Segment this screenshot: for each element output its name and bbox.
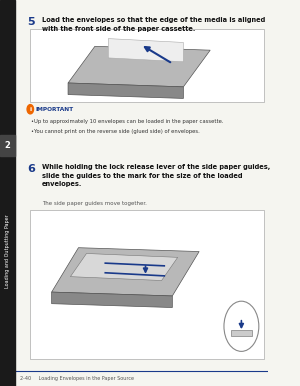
Bar: [0, 0, 15, 386]
Bar: [29, 29, 264, 102]
Bar: [29, 210, 264, 359]
Polygon shape: [108, 39, 183, 62]
Polygon shape: [68, 83, 183, 98]
Polygon shape: [68, 46, 210, 87]
Text: Loading and Outputting Paper: Loading and Outputting Paper: [5, 214, 10, 288]
Text: 5: 5: [27, 17, 34, 27]
Text: IMPORTANT: IMPORTANT: [35, 107, 74, 112]
Polygon shape: [70, 254, 178, 281]
Bar: [231, 330, 252, 336]
Polygon shape: [52, 292, 172, 308]
Text: The side paper guides move together.: The side paper guides move together.: [42, 201, 146, 206]
Circle shape: [224, 301, 259, 351]
Text: 2-40     Loading Envelopes in the Paper Source: 2-40 Loading Envelopes in the Paper Sour…: [20, 376, 134, 381]
Text: While holding the lock release lever of the side paper guides,
slide the guides : While holding the lock release lever of …: [42, 164, 270, 187]
Text: Load the envelopes so that the edge of the media is aligned
with the front side : Load the envelopes so that the edge of t…: [42, 17, 265, 32]
Polygon shape: [52, 248, 199, 296]
Text: i: i: [29, 107, 32, 112]
Text: 6: 6: [27, 164, 35, 174]
Text: •You cannot print on the reverse side (glued side) of envelopes.: •You cannot print on the reverse side (g…: [31, 129, 200, 134]
Circle shape: [27, 105, 34, 114]
Text: 2: 2: [4, 141, 10, 150]
Bar: [0, 135, 15, 156]
Text: •Up to approximately 10 envelopes can be loaded in the paper cassette.: •Up to approximately 10 envelopes can be…: [31, 119, 223, 124]
